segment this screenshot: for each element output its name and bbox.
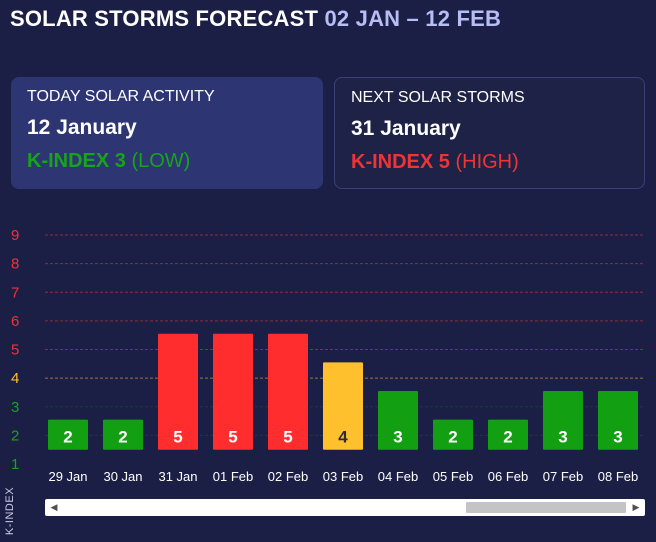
x-tick-label: 07 Feb bbox=[543, 469, 583, 484]
bar-02-feb[interactable] bbox=[268, 333, 308, 450]
bar-value-label: 5 bbox=[228, 428, 237, 447]
today-card-date: 12 January bbox=[27, 116, 137, 139]
y-tick-label: 1 bbox=[11, 456, 19, 473]
bar-07-feb[interactable] bbox=[543, 391, 583, 450]
bar-value-label: 3 bbox=[393, 428, 402, 447]
bar-01-feb[interactable] bbox=[213, 333, 253, 450]
today-kindex: K-INDEX 3 (LOW) bbox=[27, 150, 307, 173]
y-tick-label: 6 bbox=[11, 313, 19, 330]
x-tick-label: 02 Feb bbox=[268, 469, 308, 484]
bar-30-jan[interactable] bbox=[103, 419, 143, 450]
y-tick-label: 5 bbox=[11, 342, 19, 359]
bar-04-feb[interactable] bbox=[378, 391, 418, 450]
today-kindex-value: K-INDEX 3 bbox=[27, 150, 126, 172]
scroll-left-arrow-icon[interactable]: ◀ bbox=[50, 502, 58, 512]
x-tick-label: 05 Feb bbox=[433, 469, 473, 484]
horizontal-scrollbar[interactable]: ◀ ▶ bbox=[45, 499, 645, 516]
scrollbar-thumb[interactable] bbox=[466, 502, 626, 513]
y-tick-label: 7 bbox=[11, 284, 19, 301]
x-tick-label: 08 Feb bbox=[598, 469, 638, 484]
y-axis-title: K-INDEX bbox=[4, 486, 17, 536]
next-card-label: NEXT SOLAR STORMS bbox=[351, 89, 525, 106]
bar-value-label: 5 bbox=[283, 428, 292, 447]
y-tick-label: 4 bbox=[11, 370, 19, 387]
bar-31-jan[interactable] bbox=[158, 333, 198, 450]
x-tick-label: 01 Feb bbox=[213, 469, 253, 484]
y-tick-label: 8 bbox=[11, 256, 19, 273]
x-tick-label: 04 Feb bbox=[378, 469, 418, 484]
page-title: SOLAR STORMS FORECAST 02 JAN – 12 FEB bbox=[10, 6, 501, 32]
next-kindex-level: (HIGH) bbox=[455, 151, 519, 173]
today-card-label: TODAY SOLAR ACTIVITY bbox=[27, 88, 215, 105]
x-tick-label: 03 Feb bbox=[323, 469, 363, 484]
bar-value-label: 2 bbox=[448, 428, 457, 447]
bar-value-label: 3 bbox=[613, 428, 622, 447]
bar-03-feb[interactable] bbox=[323, 362, 363, 450]
bar-value-label: 2 bbox=[118, 428, 127, 447]
bar-05-feb[interactable] bbox=[433, 419, 473, 450]
x-tick-label: 29 Jan bbox=[48, 469, 87, 484]
y-tick-label: 2 bbox=[11, 427, 19, 444]
kindex-bar-chart: 1 2 3 4 5 6 7 8 9 2 29 Jan 2 30 Jan 5 31 Jan 5 01 Feb 5 02… bbox=[11, 227, 645, 484]
today-activity-card: TODAY SOLAR ACTIVITY 12 January K-INDEX … bbox=[11, 77, 323, 189]
next-kindex: K-INDEX 5 (HIGH) bbox=[351, 151, 628, 174]
x-tick-label: 06 Feb bbox=[488, 469, 528, 484]
y-tick-label: 9 bbox=[11, 227, 19, 244]
scroll-right-arrow-icon[interactable]: ▶ bbox=[632, 502, 640, 512]
x-tick-label: 31 Jan bbox=[158, 469, 197, 484]
next-card-date: 31 January bbox=[351, 117, 461, 140]
bar-06-feb[interactable] bbox=[488, 419, 528, 450]
bar-08-feb[interactable] bbox=[598, 391, 638, 450]
next-storms-card: NEXT SOLAR STORMS 31 January K-INDEX 5 (… bbox=[334, 77, 645, 189]
x-tick-label: 30 Jan bbox=[103, 469, 142, 484]
bar-value-label: 4 bbox=[338, 428, 348, 447]
bar-value-label: 2 bbox=[63, 428, 72, 447]
bar-value-label: 3 bbox=[558, 428, 567, 447]
bar-29-jan[interactable] bbox=[48, 419, 88, 450]
bar-value-label: 5 bbox=[173, 428, 182, 447]
y-tick-label: 3 bbox=[11, 399, 19, 416]
next-kindex-value: K-INDEX 5 bbox=[351, 151, 450, 173]
title-text: SOLAR STORMS FORECAST bbox=[10, 6, 319, 31]
today-kindex-level: (LOW) bbox=[131, 150, 191, 172]
bar-value-label: 2 bbox=[503, 428, 512, 447]
date-range: 02 JAN – 12 FEB bbox=[324, 6, 502, 31]
